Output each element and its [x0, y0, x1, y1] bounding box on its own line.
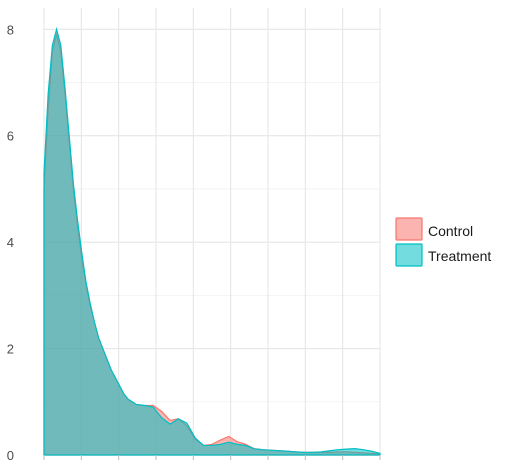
y-tick-label: 0 [7, 448, 14, 463]
plot-areas [43, 26, 381, 456]
legend-key-treatment [395, 243, 423, 267]
y-tick-label: 4 [7, 235, 14, 250]
grid [43, 8, 381, 456]
area-treatment [43, 26, 381, 456]
y-axis-ticks: 0 2 4 6 8 [7, 22, 14, 463]
x-axis-ticks [43, 455, 381, 460]
legend-key-control [395, 217, 423, 241]
legend-label-control: Control [428, 223, 473, 239]
legend: Control Treatment [395, 217, 491, 267]
y-tick-label: 8 [7, 22, 14, 37]
legend-label-treatment: Treatment [428, 248, 491, 264]
y-tick-label: 6 [7, 129, 14, 144]
y-tick-label: 2 [7, 342, 14, 357]
